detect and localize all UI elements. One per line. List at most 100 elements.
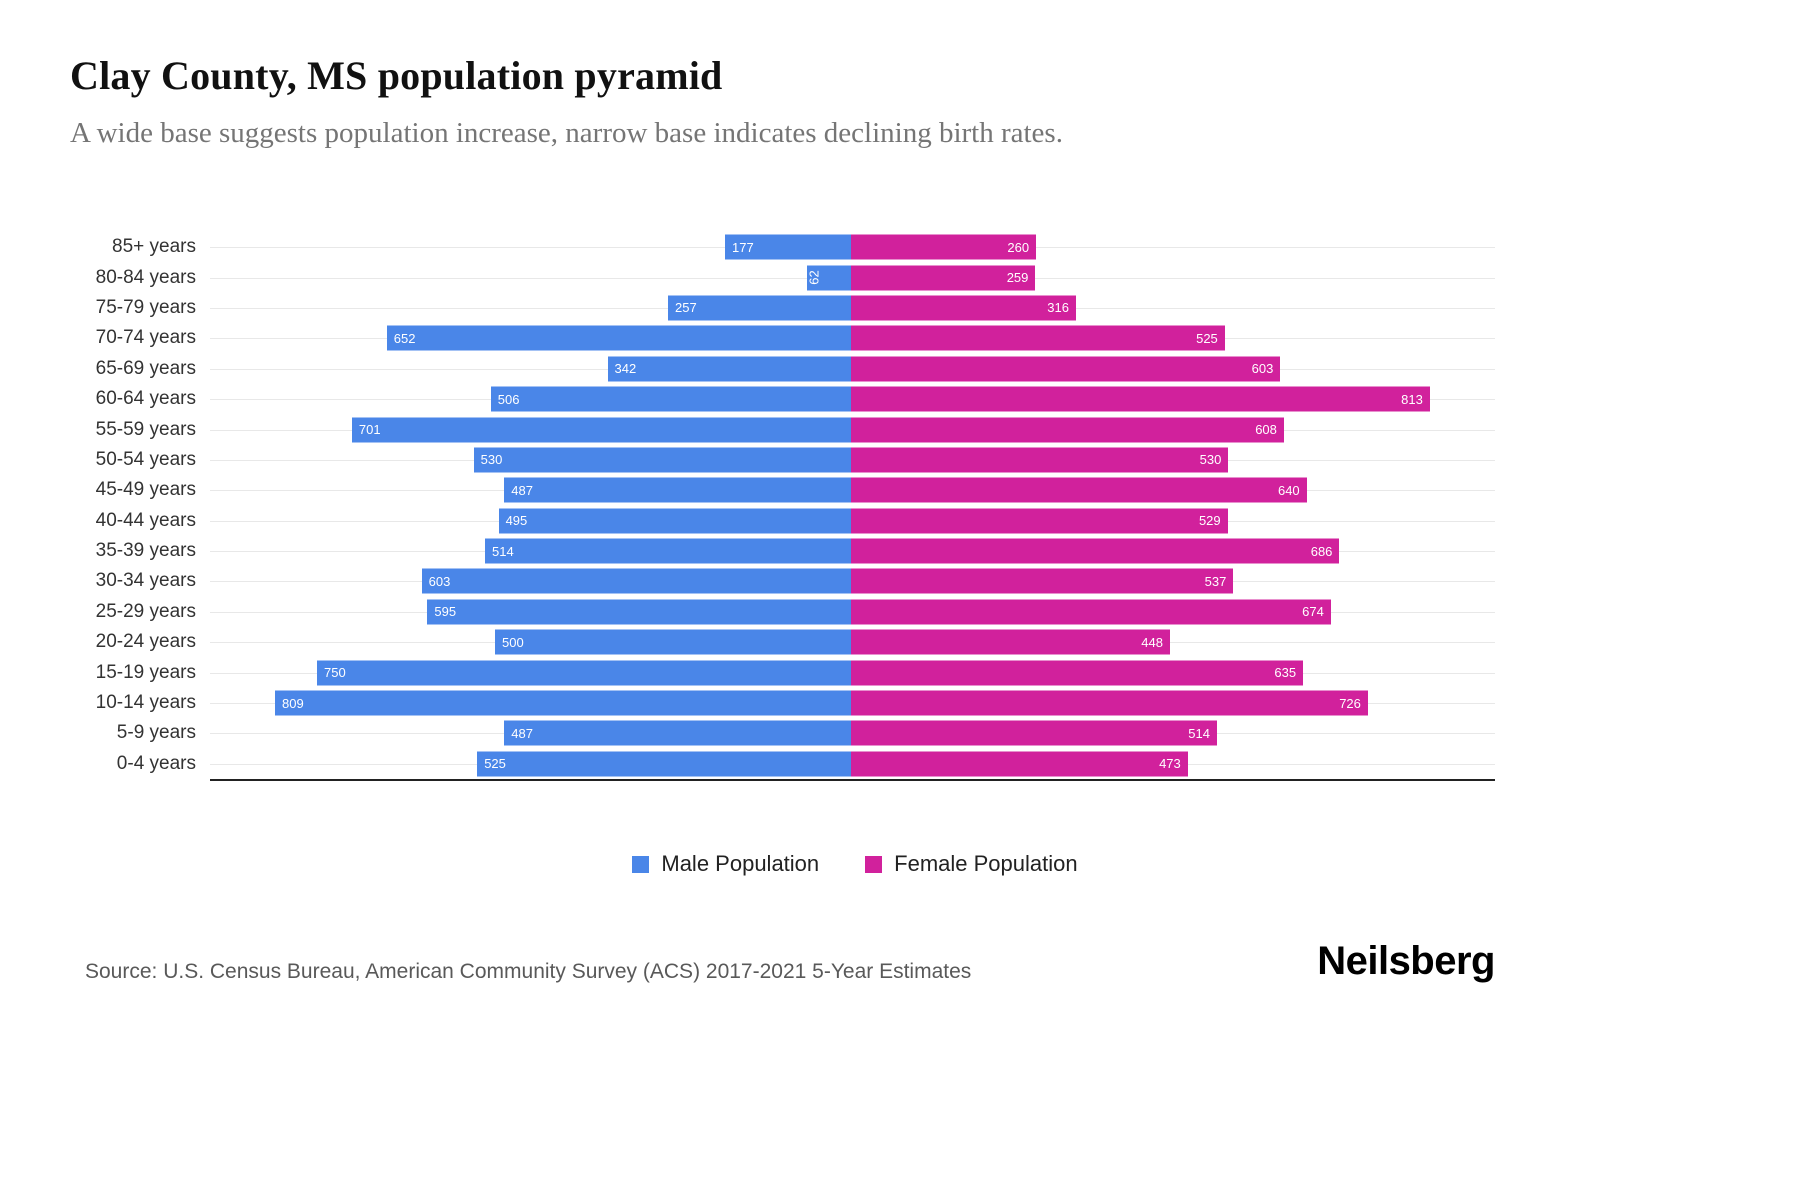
age-group-label: 85+ years (112, 236, 196, 258)
age-group-label: 30-34 years (95, 570, 196, 592)
male-bar-value: 500 (502, 634, 524, 650)
age-group-label: 70-74 years (95, 327, 196, 349)
female-bar: 726 (851, 690, 1368, 716)
page-subtitle: A wide base suggests population increase… (70, 117, 1063, 149)
male-bar-value: 487 (511, 725, 533, 741)
age-group-label: 65-69 years (95, 357, 196, 379)
male-bar: 750 (317, 660, 851, 686)
female-bar-value: 525 (1196, 330, 1218, 346)
pyramid-row: 50-54 years 530 530 (0, 445, 1800, 475)
row-plot-area: 514 686 (210, 536, 1495, 566)
male-bar: 506 (490, 386, 851, 412)
male-bar: 487 (504, 720, 851, 746)
age-group-label: 25-29 years (95, 600, 196, 622)
pyramid-row: 80-84 years 62 259 (0, 262, 1800, 292)
age-group-label: 40-44 years (95, 509, 196, 531)
row-plot-area: 701 608 (210, 414, 1495, 444)
female-bar: 525 (851, 325, 1225, 351)
female-bar: 448 (851, 629, 1170, 655)
female-bar-value: 473 (1159, 756, 1181, 772)
row-plot-area: 62 259 (210, 262, 1495, 292)
male-bar: 603 (421, 568, 851, 594)
age-group-label: 45-49 years (95, 479, 196, 501)
age-group-label: 50-54 years (95, 448, 196, 470)
male-bar: 62 (806, 265, 851, 291)
female-bar-value: 259 (1006, 270, 1029, 286)
population-pyramid-chart: 85+ years 177 260 80-84 years 62 259 75-79 yea… (0, 232, 1800, 782)
male-swatch (632, 855, 650, 873)
pyramid-row: 10-14 years 809 726 (0, 688, 1800, 718)
female-bar-value: 530 (1199, 452, 1222, 468)
age-group-label: 0-4 years (116, 752, 196, 774)
age-group-label: 15-19 years (95, 661, 196, 683)
male-bar: 652 (386, 325, 851, 351)
female-bar-value: 316 (1047, 300, 1069, 316)
male-bar-value: 652 (393, 330, 416, 346)
row-plot-area: 257 316 (210, 293, 1495, 323)
age-group-label: 10-14 years (95, 692, 196, 714)
pyramid-row: 85+ years 177 260 (0, 232, 1800, 262)
male-bar: 257 (668, 295, 851, 321)
legend-item-male: Male Population (632, 851, 819, 877)
female-bar-value: 448 (1141, 634, 1163, 650)
pyramid-row: 20-24 years 500 448 (0, 627, 1800, 657)
footer: Source: U.S. Census Bureau, American Com… (85, 939, 1495, 984)
pyramid-row: 70-74 years 652 525 (0, 323, 1800, 353)
male-bar-value: 603 (428, 573, 451, 589)
row-plot-area: 525 473 (210, 749, 1495, 779)
female-bar-value: 537 (1204, 573, 1227, 589)
female-bar-value: 603 (1251, 361, 1274, 377)
female-bar-value: 686 (1310, 543, 1333, 559)
female-bar: 530 (851, 447, 1229, 473)
male-bar-value: 514 (492, 543, 514, 559)
male-bar: 595 (427, 599, 851, 625)
female-bar: 473 (851, 751, 1188, 777)
row-plot-area: 177 260 (210, 232, 1495, 262)
male-bar-value: 750 (324, 665, 346, 681)
legend-item-female: Female Population (865, 851, 1078, 877)
female-bar-value: 726 (1339, 695, 1361, 711)
page-title: Clay County, MS population pyramid (70, 53, 723, 98)
female-bar-value: 514 (1188, 725, 1210, 741)
male-bar-value: 177 (731, 239, 754, 255)
age-group-label: 20-24 years (95, 631, 196, 653)
male-bar-value: 525 (484, 756, 506, 772)
legend: Male Population Female Population (0, 851, 1710, 877)
female-bar: 529 (851, 508, 1228, 534)
row-plot-area: 487 640 (210, 475, 1495, 505)
row-plot-area: 342 603 (210, 354, 1495, 384)
male-bar-value: 342 (614, 361, 637, 377)
pyramid-row: 65-69 years 342 603 (0, 354, 1800, 384)
female-bar-value: 529 (1198, 513, 1221, 529)
pyramid-row: 5-9 years 487 514 (0, 718, 1800, 748)
male-bar-value: 257 (675, 300, 697, 316)
male-bar-value: 530 (480, 452, 503, 468)
pyramid-row: 45-49 years 487 640 (0, 475, 1800, 505)
legend-female-label: Female Population (894, 851, 1078, 877)
source-text: Source: U.S. Census Bureau, American Com… (85, 960, 972, 984)
neilsberg-logo: Neilsberg (1317, 939, 1495, 984)
female-bar: 316 (851, 295, 1076, 321)
female-bar-value: 674 (1302, 604, 1324, 620)
female-bar: 259 (851, 265, 1036, 291)
male-bar: 500 (495, 629, 851, 655)
male-bar-value: 809 (282, 695, 304, 711)
pyramid-row: 55-59 years 701 608 (0, 414, 1800, 444)
female-bar-value: 635 (1274, 665, 1297, 681)
female-bar: 608 (851, 417, 1284, 443)
row-plot-area: 595 674 (210, 597, 1495, 627)
male-bar: 701 (351, 417, 851, 443)
row-plot-area: 495 529 (210, 506, 1495, 536)
row-plot-area: 506 813 (210, 384, 1495, 414)
male-bar: 177 (724, 234, 851, 260)
male-bar: 514 (485, 538, 851, 564)
male-bar: 495 (498, 508, 851, 534)
female-swatch (865, 855, 883, 873)
row-plot-area: 603 537 (210, 566, 1495, 596)
female-bar: 260 (851, 234, 1037, 260)
row-plot-area: 652 525 (210, 323, 1495, 353)
legend-male-label: Male Population (661, 851, 820, 877)
pyramid-row: 15-19 years 750 635 (0, 657, 1800, 687)
male-bar-value: 495 (505, 513, 528, 529)
